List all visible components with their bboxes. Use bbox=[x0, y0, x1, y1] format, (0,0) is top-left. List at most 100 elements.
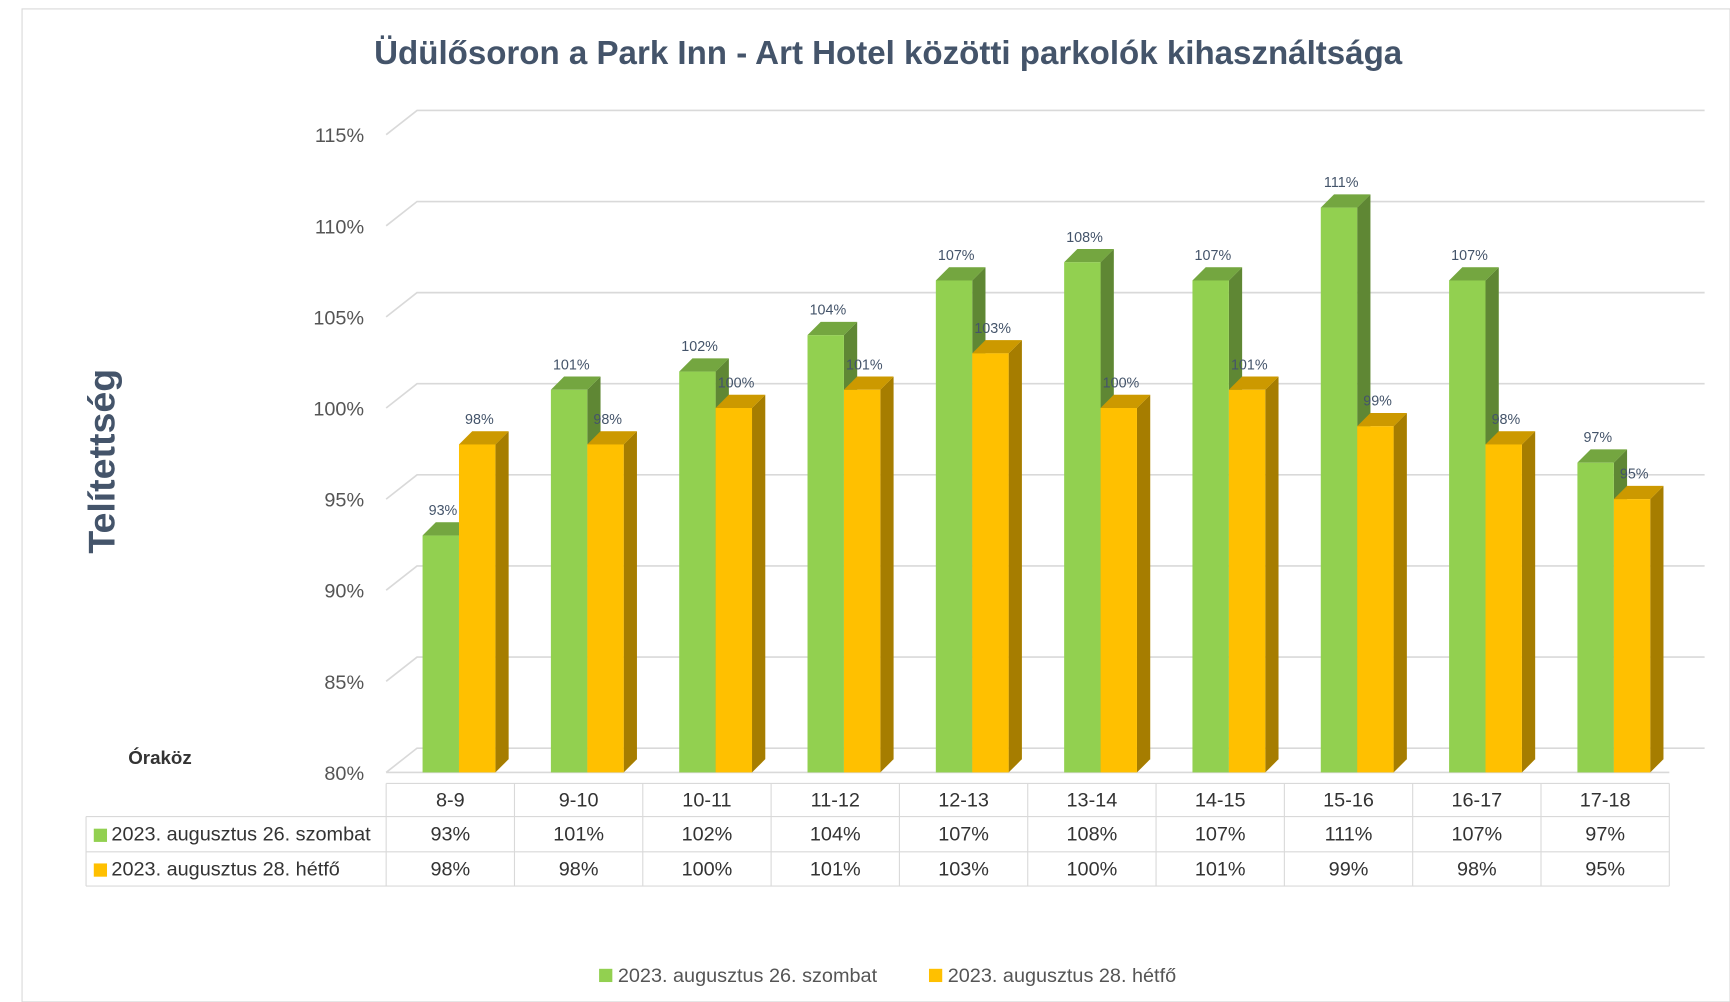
bar bbox=[550, 389, 588, 773]
bar-side bbox=[1521, 431, 1536, 773]
bar-side-shade bbox=[1008, 340, 1022, 773]
bar-side bbox=[495, 431, 509, 773]
table-cell: 100% bbox=[1067, 858, 1118, 880]
bar-side bbox=[623, 431, 637, 773]
x-axis-label: Óraköz bbox=[128, 747, 192, 768]
table-cell: 95% bbox=[1585, 858, 1625, 880]
bar-top bbox=[458, 431, 509, 445]
bar-side-shade bbox=[1393, 412, 1407, 773]
bar-top bbox=[679, 358, 729, 372]
x-tick-label: 9-10 bbox=[559, 789, 599, 811]
bar-top-shade bbox=[458, 431, 509, 445]
bar bbox=[1449, 280, 1486, 773]
table-cell: 101% bbox=[810, 858, 861, 880]
y-tick-label: 80% bbox=[324, 763, 364, 785]
bar-top-shade bbox=[1613, 485, 1664, 500]
bar-top bbox=[1100, 394, 1151, 409]
bar-top-shade bbox=[1577, 449, 1628, 463]
bar-side-shade bbox=[880, 376, 894, 773]
legend-key bbox=[928, 968, 943, 983]
bar-top bbox=[1449, 267, 1499, 281]
bar-top bbox=[550, 376, 601, 390]
bar-top-shade bbox=[1320, 194, 1371, 208]
bar-side-shade bbox=[1265, 376, 1279, 773]
bar-top-shade bbox=[935, 267, 986, 281]
bar bbox=[587, 444, 624, 773]
bar-top bbox=[843, 376, 894, 390]
bar-top bbox=[587, 431, 637, 445]
table-cell: 98% bbox=[430, 858, 470, 880]
x-tick-label: 10-11 bbox=[682, 789, 731, 811]
bar bbox=[458, 444, 496, 773]
data-label: 98% bbox=[593, 412, 622, 428]
bar-side-shade bbox=[495, 431, 509, 773]
x-tick-label: 16-17 bbox=[1451, 789, 1502, 811]
bar-side bbox=[1265, 376, 1279, 773]
table-cell: 107% bbox=[938, 824, 989, 846]
bar-side bbox=[1393, 412, 1407, 773]
table-cell: 101% bbox=[553, 824, 604, 846]
data-label: 98% bbox=[1492, 412, 1521, 428]
table-cell: 107% bbox=[1195, 824, 1246, 846]
bar bbox=[935, 280, 973, 773]
legend-key bbox=[599, 968, 613, 983]
data-label: 99% bbox=[1363, 394, 1392, 410]
table-cell: 104% bbox=[810, 824, 861, 846]
bar-top-shade bbox=[1100, 394, 1151, 409]
table-cell: 111% bbox=[1325, 824, 1373, 846]
bar bbox=[1577, 462, 1614, 773]
bar-top bbox=[972, 340, 1022, 354]
bar bbox=[972, 353, 1009, 773]
chart-title: Üdülősoron a Park Inn - Art Hotel között… bbox=[374, 35, 1403, 72]
bar-side bbox=[1008, 340, 1022, 773]
data-label: 98% bbox=[465, 412, 494, 428]
bar bbox=[1320, 207, 1358, 773]
x-tick-label: 17-18 bbox=[1580, 789, 1631, 811]
bar bbox=[1613, 499, 1651, 773]
bar-top bbox=[1485, 431, 1536, 445]
bar-top-shade bbox=[843, 376, 894, 390]
bar bbox=[715, 408, 753, 773]
bar-side-shade bbox=[623, 431, 637, 773]
data-label: 107% bbox=[1451, 248, 1488, 264]
bar-side-shade bbox=[1521, 431, 1536, 773]
table-cell: 100% bbox=[682, 858, 733, 880]
x-tick-label: 15-16 bbox=[1323, 789, 1374, 811]
data-label: 103% bbox=[974, 321, 1011, 337]
bar-top-shade bbox=[972, 340, 1022, 354]
table-cell: 108% bbox=[1067, 824, 1118, 846]
bar-side-shade bbox=[1136, 394, 1151, 773]
y-tick-label: 105% bbox=[313, 307, 364, 329]
bar bbox=[807, 335, 844, 773]
table-cell: 102% bbox=[682, 824, 733, 846]
bar bbox=[1192, 280, 1229, 773]
grid-line bbox=[385, 291, 1705, 318]
bar-top-shade bbox=[1449, 267, 1499, 281]
bar-top bbox=[1064, 249, 1114, 263]
bar-top-shade bbox=[807, 321, 858, 336]
bar bbox=[843, 389, 881, 773]
bar-top bbox=[807, 321, 858, 336]
x-tick-label: 8-9 bbox=[436, 789, 465, 811]
x-tick-label: 12-13 bbox=[938, 789, 989, 811]
x-tick-label: 14-15 bbox=[1195, 789, 1246, 811]
y-tick-label: 90% bbox=[324, 581, 364, 603]
data-label: 101% bbox=[1231, 357, 1268, 373]
bar-side bbox=[752, 394, 766, 773]
grid-line bbox=[385, 109, 1705, 136]
bar bbox=[422, 535, 459, 773]
table-legend-key bbox=[93, 828, 108, 842]
data-label: 100% bbox=[718, 376, 755, 392]
x-tick-label: 11-12 bbox=[811, 789, 860, 811]
y-tick-label: 115% bbox=[315, 125, 364, 147]
bar-top-shade bbox=[1357, 412, 1407, 427]
bar bbox=[1485, 444, 1522, 773]
table-cell: 98% bbox=[1457, 858, 1497, 880]
table-cell: 103% bbox=[938, 858, 989, 880]
data-label: 104% bbox=[810, 303, 847, 319]
table-row-label: 2023. augusztus 28. hétfő bbox=[111, 858, 339, 880]
bar-top bbox=[1357, 412, 1407, 427]
bar-top-shade bbox=[1485, 431, 1536, 445]
bar-side bbox=[880, 376, 894, 773]
